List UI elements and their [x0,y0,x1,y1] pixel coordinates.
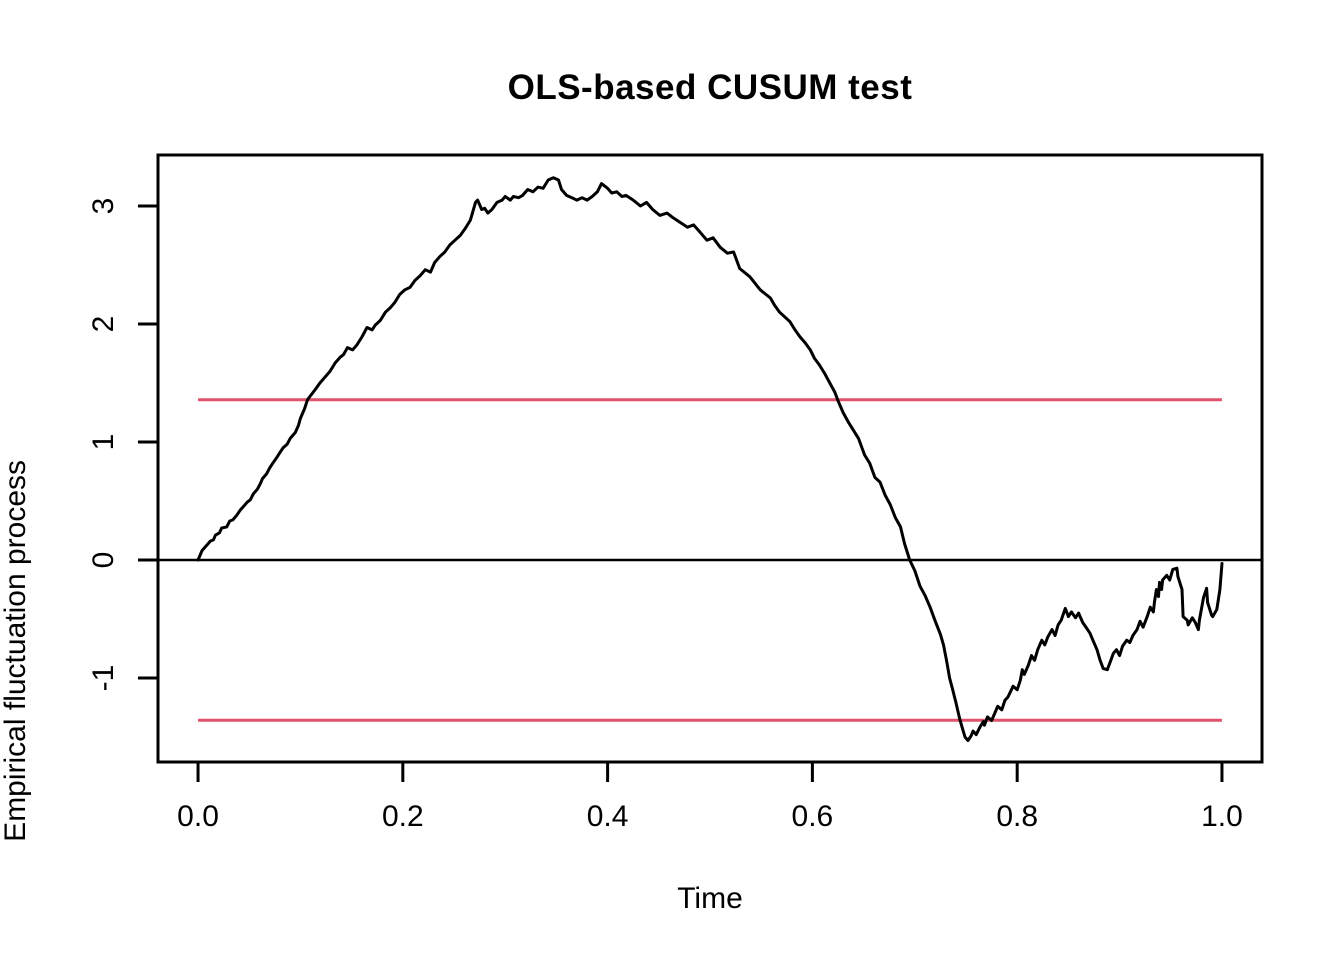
x-tick-label: 0.6 [791,800,834,833]
x-tick-label: 0.2 [381,800,424,833]
x-tick-label: 0.8 [996,800,1039,833]
cusum-process-curve [196,176,1224,742]
plot-box [156,153,1264,764]
y-tick-label-text: 0 [87,551,120,569]
y-tick-label-text: -1 [87,664,120,692]
y-tick-label-text: 3 [87,197,120,215]
x-axis-label: Time [677,882,743,915]
x-tick-label: 0.4 [586,800,629,833]
y-tick-label-text: 1 [87,433,120,451]
x-tick-label: 1.0 [1201,800,1243,833]
y-tick-label-text: 2 [87,315,120,333]
x-tick-label: 0.0 [177,800,219,833]
chart-title: OLS-based CUSUM test [507,68,913,107]
